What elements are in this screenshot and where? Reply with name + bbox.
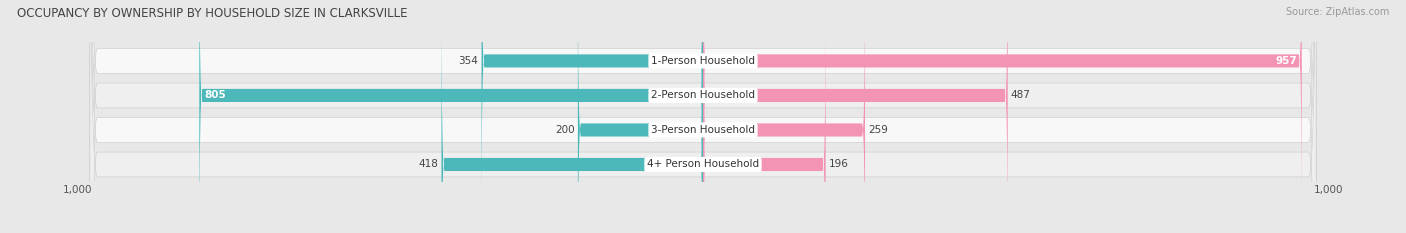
FancyBboxPatch shape [703,0,1008,233]
Text: 4+ Person Household: 4+ Person Household [647,159,759,169]
FancyBboxPatch shape [441,0,703,233]
FancyBboxPatch shape [90,0,1316,233]
Text: 957: 957 [1275,56,1296,66]
Text: 2-Person Household: 2-Person Household [651,90,755,100]
FancyBboxPatch shape [200,0,703,233]
Text: 418: 418 [419,159,439,169]
FancyBboxPatch shape [90,0,1316,233]
Text: OCCUPANCY BY OWNERSHIP BY HOUSEHOLD SIZE IN CLARKSVILLE: OCCUPANCY BY OWNERSHIP BY HOUSEHOLD SIZE… [17,7,408,20]
Text: 200: 200 [555,125,575,135]
Text: 487: 487 [1011,90,1031,100]
FancyBboxPatch shape [90,0,1316,233]
FancyBboxPatch shape [703,0,865,233]
FancyBboxPatch shape [703,0,825,233]
Text: 196: 196 [828,159,849,169]
FancyBboxPatch shape [703,0,1302,227]
Text: 259: 259 [868,125,889,135]
FancyBboxPatch shape [578,0,703,233]
Text: 805: 805 [204,90,226,100]
Text: 354: 354 [458,56,478,66]
Text: 1-Person Household: 1-Person Household [651,56,755,66]
Text: 3-Person Household: 3-Person Household [651,125,755,135]
Text: Source: ZipAtlas.com: Source: ZipAtlas.com [1285,7,1389,17]
FancyBboxPatch shape [90,0,1316,233]
FancyBboxPatch shape [481,0,703,227]
